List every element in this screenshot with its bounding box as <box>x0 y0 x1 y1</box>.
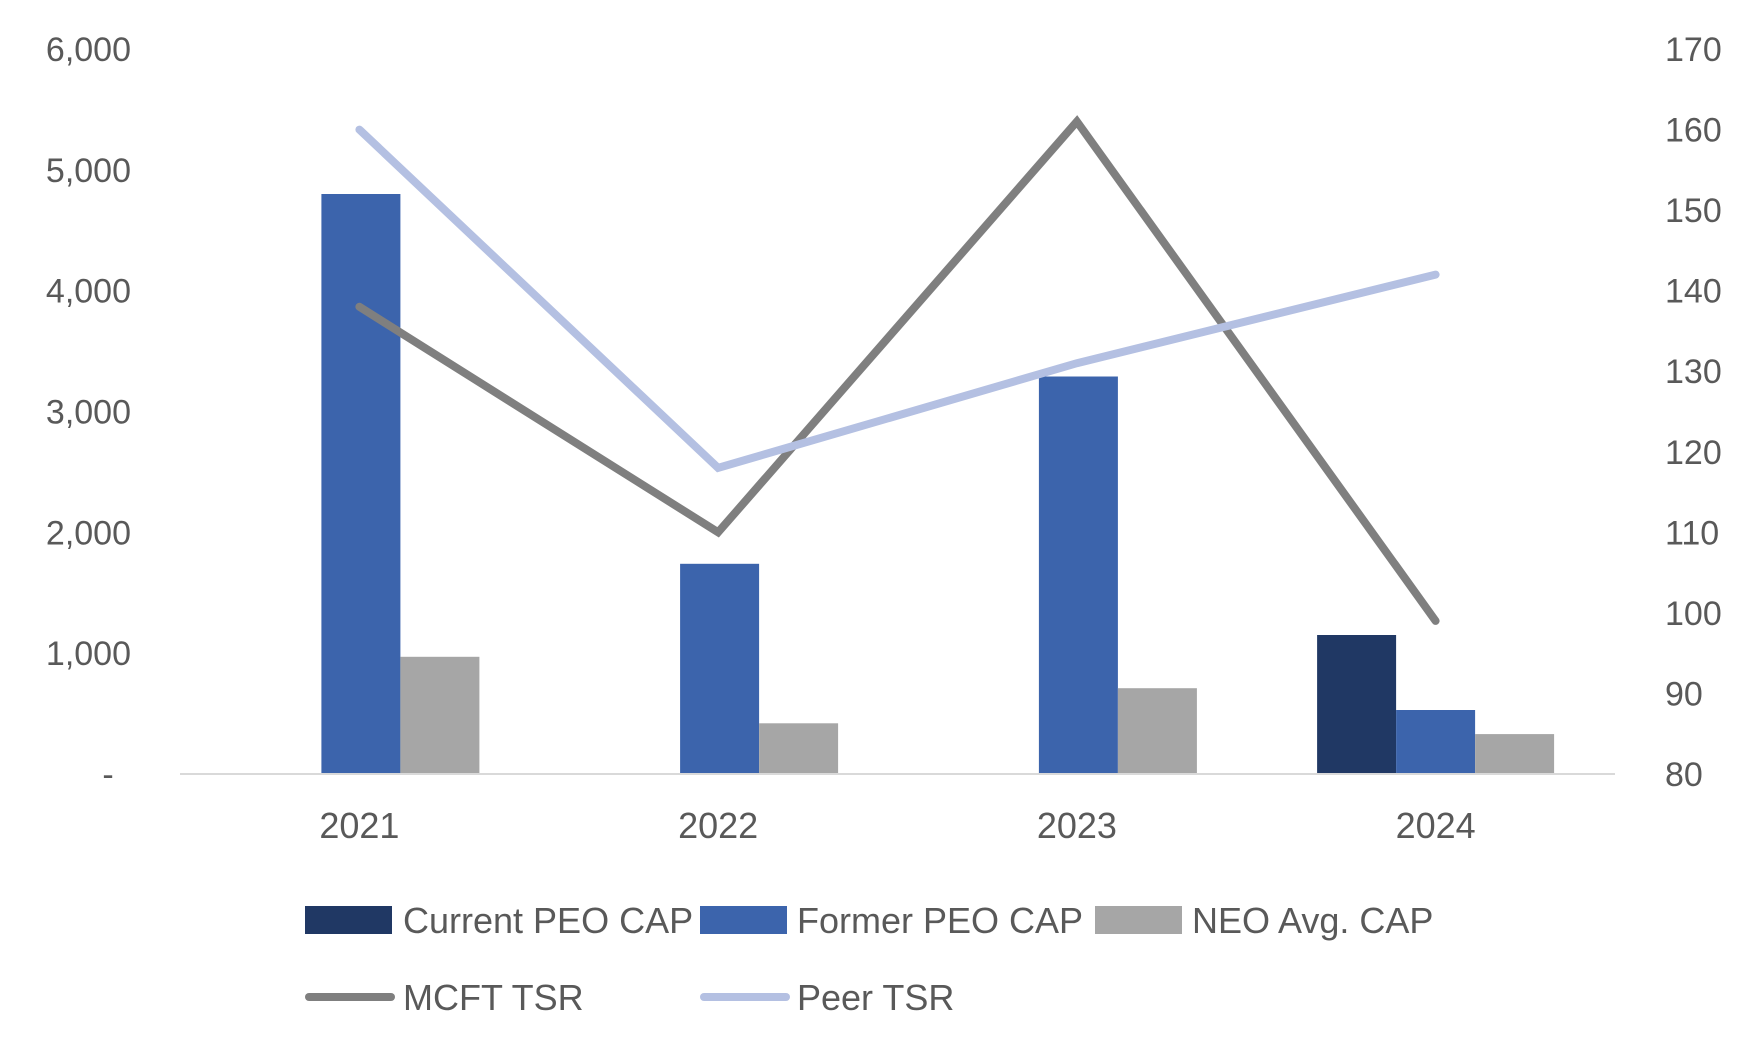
right-y-tick-label: 110 <box>1665 514 1719 552</box>
legend-label-mcft-tsr: MCFT TSR <box>403 977 584 1018</box>
legend-swatch-neo-avg-cap <box>1095 906 1182 934</box>
legend-label-current-peo-cap: Current PEO CAP <box>403 900 693 941</box>
bar-neo-avg-cap-2023 <box>1117 688 1197 774</box>
right-y-axis: 80 90 100 110 120 130 140 150 160 170 <box>1665 31 1722 794</box>
left-y-tick-label: 3,000 <box>46 394 131 432</box>
left-y-tick-label: 2,000 <box>46 514 131 552</box>
bar-neo-avg-cap-2022 <box>759 723 839 775</box>
right-y-tick-label: 130 <box>1665 353 1722 391</box>
bar-neo-avg-cap-2024 <box>1475 734 1555 774</box>
line-series-group <box>355 115 1440 625</box>
bar-neo-avg-cap-2021 <box>400 656 480 774</box>
right-y-tick-label: 80 <box>1665 756 1703 794</box>
legend: Current PEO CAP Former PEO CAP NEO Avg. CA… <box>305 900 1433 1018</box>
legend-label-former-peo-cap: Former PEO CAP <box>797 900 1083 941</box>
bar-former-peo-cap-2022 <box>680 563 760 775</box>
bar-current-peo-cap-2024 <box>1317 635 1397 774</box>
legend-swatch-current-peo-cap <box>305 906 392 934</box>
right-y-tick-label: 170 <box>1665 31 1722 69</box>
right-y-tick-label: 100 <box>1665 595 1722 633</box>
right-y-tick-label: 90 <box>1665 675 1703 713</box>
left-y-axis: - 1,000 2,000 3,000 4,000 5,000 6,000 <box>46 31 131 794</box>
x-tick-label: 2023 <box>1037 805 1117 846</box>
x-axis: 2021 2022 2023 2024 <box>319 805 1475 846</box>
right-y-tick-label: 150 <box>1665 192 1722 230</box>
legend-label-neo-avg-cap: NEO Avg. CAP <box>1192 900 1433 941</box>
legend-swatch-former-peo-cap <box>700 906 787 934</box>
left-y-tick-label: 6,000 <box>46 31 131 69</box>
x-tick-label: 2021 <box>319 805 399 846</box>
left-y-tick-label: - <box>102 756 113 794</box>
left-y-tick-label: 4,000 <box>46 273 131 311</box>
right-y-tick-label: 160 <box>1665 112 1722 150</box>
bar-former-peo-cap-2023 <box>1038 376 1118 774</box>
right-y-tick-label: 120 <box>1665 434 1722 472</box>
right-y-tick-label: 140 <box>1665 273 1722 311</box>
x-tick-label: 2024 <box>1396 805 1476 846</box>
left-y-tick-label: 5,000 <box>46 152 131 190</box>
bar-series-group <box>321 194 1555 775</box>
bar-former-peo-cap-2024 <box>1396 710 1476 774</box>
x-tick-label: 2022 <box>678 805 758 846</box>
left-y-tick-label: 1,000 <box>46 635 131 673</box>
line-peer-tsr <box>355 125 1440 473</box>
line-mcft-tsr <box>355 115 1440 625</box>
bar-former-peo-cap-2021 <box>321 194 401 774</box>
legend-label-peer-tsr: Peer TSR <box>797 977 954 1018</box>
